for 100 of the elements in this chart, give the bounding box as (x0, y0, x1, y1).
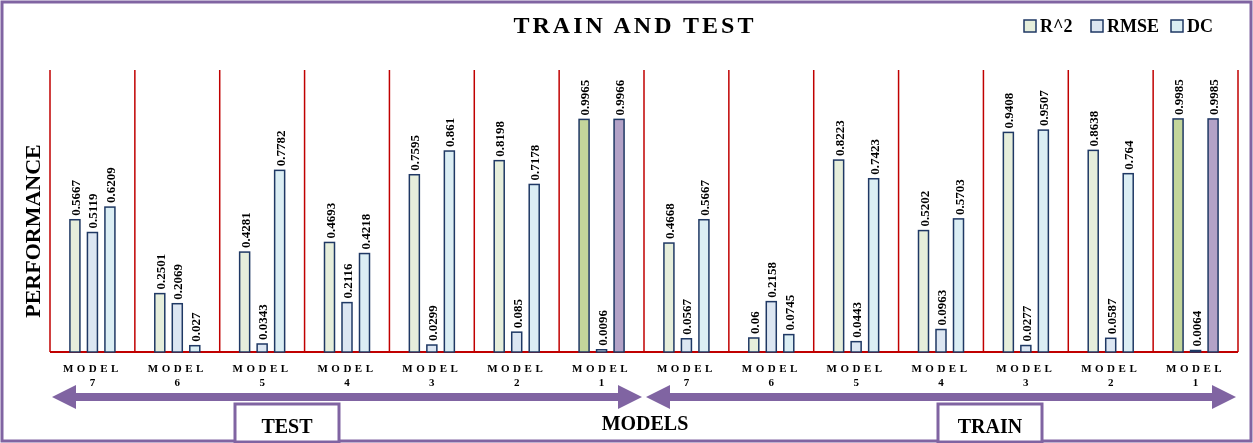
bar (171, 302, 184, 353)
bar (850, 340, 862, 353)
data-label: 0.0587 (1103, 298, 1119, 335)
legend-label: R^2 (1040, 16, 1073, 36)
data-label: 0.8638 (1086, 110, 1102, 147)
bar (1002, 131, 1015, 353)
bar (86, 231, 99, 353)
bar (917, 229, 930, 353)
x-tick-label: MODEL 5 (826, 362, 886, 388)
bar (1020, 344, 1032, 353)
x-tick-label: MODEL 2 (1081, 362, 1141, 388)
data-label: 0.5667 (696, 179, 712, 216)
bar (935, 328, 947, 353)
data-label: 0.4668 (661, 202, 677, 240)
legend-label: RMSE (1107, 16, 1160, 36)
data-label: 0.9408 (1001, 92, 1017, 129)
data-label: 0.0443 (849, 301, 865, 338)
data-label: 0.5119 (85, 192, 101, 229)
data-label: 0.027 (187, 311, 203, 342)
bar (867, 177, 880, 353)
data-label: 0.0096 (594, 309, 610, 346)
bar (426, 344, 438, 353)
data-label: 0.5703 (951, 178, 967, 215)
x-tick-label: MODEL 2 (487, 362, 547, 388)
x-tick-label: MODEL 5 (232, 362, 292, 388)
bar (832, 159, 845, 353)
x-tick-label: MODEL 6 (741, 362, 801, 388)
x-tick-label: MODEL 4 (911, 362, 971, 388)
data-label: 0.764 (1121, 139, 1137, 170)
bar (256, 343, 268, 353)
data-label: 0.2069 (170, 263, 186, 300)
legend-label: DC (1187, 16, 1213, 36)
bar (154, 292, 166, 353)
bar (1172, 118, 1184, 353)
data-label: 0.7178 (527, 144, 543, 181)
bar (408, 173, 421, 353)
data-label: 0.7782 (272, 130, 288, 167)
data-label: 0.4281 (237, 212, 253, 249)
data-label: 0.4693 (322, 202, 338, 239)
data-label: 0.7423 (866, 138, 882, 175)
data-label: 0.9507 (1036, 89, 1052, 127)
bar (443, 150, 456, 353)
data-label: 0.9966 (612, 79, 628, 116)
bar (1104, 337, 1117, 353)
data-label: 0.5202 (916, 190, 932, 227)
data-label: 0.2501 (152, 253, 168, 290)
bar (595, 349, 608, 353)
bar (1207, 118, 1219, 353)
bar (528, 183, 540, 353)
x-tick-label: MODEL 1 (1166, 362, 1226, 388)
data-label: 0.0343 (255, 303, 271, 340)
text: TRAIN (957, 415, 1023, 437)
data-label: 0.2116 (340, 263, 355, 299)
data-label: 0.861 (442, 117, 458, 148)
data-label: 0.5667 (67, 179, 83, 216)
data-label: 0.0567 (679, 298, 695, 335)
bar (578, 118, 590, 353)
data-label: 0.2158 (764, 261, 780, 298)
bar (104, 206, 116, 353)
bar (323, 241, 336, 353)
bar (952, 218, 965, 353)
bar (510, 331, 523, 353)
data-label: 0.085 (509, 298, 525, 329)
text: TEST (261, 415, 314, 437)
chart-title: TRAIN AND TEST (513, 12, 757, 38)
x-tick-label: MODEL 4 (317, 362, 377, 388)
bar (273, 169, 286, 353)
bar (69, 218, 81, 353)
x-axis-title: MODELS (601, 412, 689, 434)
bar (748, 337, 760, 353)
data-label: 0.8198 (492, 120, 508, 157)
bar (698, 218, 710, 353)
x-tick-label: MODEL 1 (572, 362, 632, 388)
bar (613, 118, 625, 353)
data-label: 0.06 (746, 310, 762, 334)
data-label: 0.9965 (577, 79, 593, 116)
data-label: 0.6209 (102, 166, 118, 204)
data-label: 0.0745 (781, 294, 797, 331)
x-tick-label: MODEL 3 (996, 362, 1056, 388)
bar (1037, 129, 1050, 353)
bar (1122, 172, 1134, 353)
bar (189, 344, 201, 353)
y-axis-title: PERFORMANCE (20, 144, 45, 318)
data-label: 0.0963 (934, 289, 949, 326)
bar (341, 301, 353, 353)
data-label: 0.0277 (1018, 305, 1034, 342)
data-label: 0.7595 (407, 134, 423, 171)
bar (238, 251, 251, 353)
x-tick-label: MODEL 6 (147, 362, 207, 388)
bar (663, 242, 675, 353)
bar (680, 338, 693, 353)
bar (783, 333, 795, 353)
bar (493, 159, 505, 353)
bar (1087, 149, 1099, 353)
bar (765, 300, 778, 353)
data-label: 0.9985 (1206, 78, 1222, 115)
data-label: 0.4218 (357, 213, 373, 250)
data-label: 0.8223 (831, 119, 847, 157)
data-label: 0.9985 (1171, 78, 1187, 115)
x-tick-label: MODEL 7 (656, 362, 716, 388)
